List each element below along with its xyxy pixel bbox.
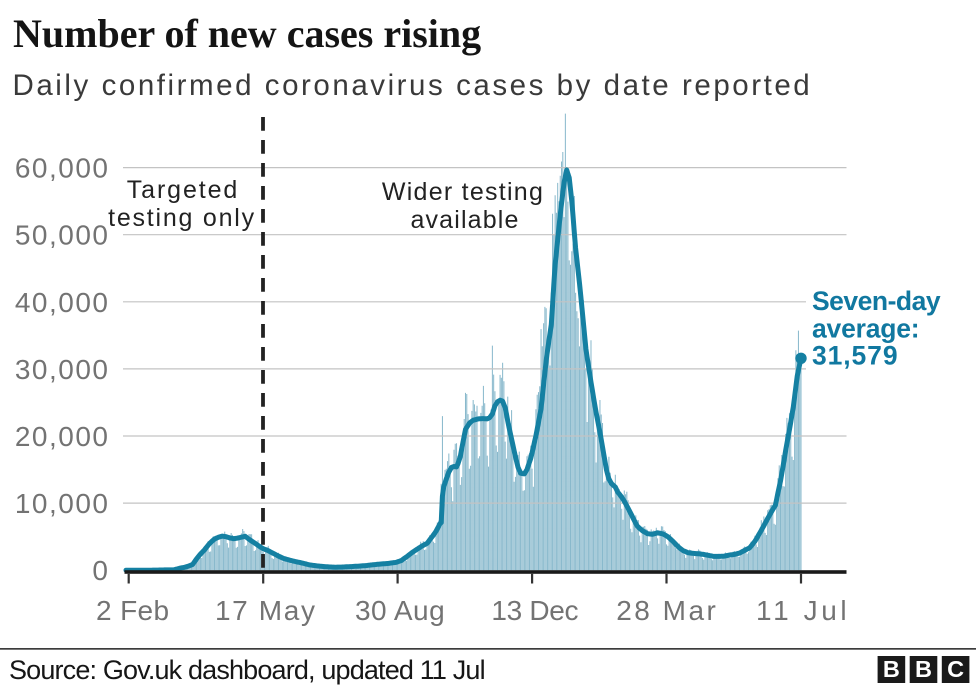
- svg-text:average:: average:: [812, 314, 919, 344]
- svg-text:B: B: [883, 656, 900, 682]
- svg-text:60,000: 60,000: [15, 153, 110, 184]
- svg-text:30,000: 30,000: [15, 354, 110, 385]
- svg-text:B: B: [915, 656, 932, 682]
- svg-text:50,000: 50,000: [15, 220, 110, 251]
- svg-text:17 May: 17 May: [215, 595, 317, 626]
- svg-text:11 Jul: 11 Jul: [756, 595, 850, 626]
- svg-text:testing only: testing only: [108, 204, 256, 232]
- svg-text:Wider testing: Wider testing: [382, 178, 544, 206]
- svg-text:Source: Gov.uk dashboard, upda: Source: Gov.uk dashboard, updated 11 Jul: [9, 655, 485, 685]
- svg-text:31,579: 31,579: [812, 341, 898, 371]
- svg-text:28 Mar: 28 Mar: [616, 595, 718, 626]
- svg-text:Targeted: Targeted: [127, 176, 240, 204]
- svg-text:20,000: 20,000: [15, 421, 110, 452]
- svg-text:C: C: [947, 656, 964, 682]
- svg-text:40,000: 40,000: [15, 287, 110, 318]
- svg-text:Number of new cases rising: Number of new cases rising: [13, 11, 481, 56]
- svg-text:13 Dec: 13 Dec: [491, 595, 578, 626]
- svg-text:2 Feb: 2 Feb: [96, 595, 169, 626]
- svg-text:Seven-day: Seven-day: [812, 286, 941, 316]
- svg-text:30 Aug: 30 Aug: [355, 595, 445, 626]
- svg-text:Daily confirmed coronavirus ca: Daily confirmed coronavirus cases by dat…: [13, 69, 813, 102]
- svg-text:0: 0: [92, 555, 109, 586]
- svg-text:10,000: 10,000: [15, 488, 110, 519]
- svg-text:available: available: [410, 206, 519, 234]
